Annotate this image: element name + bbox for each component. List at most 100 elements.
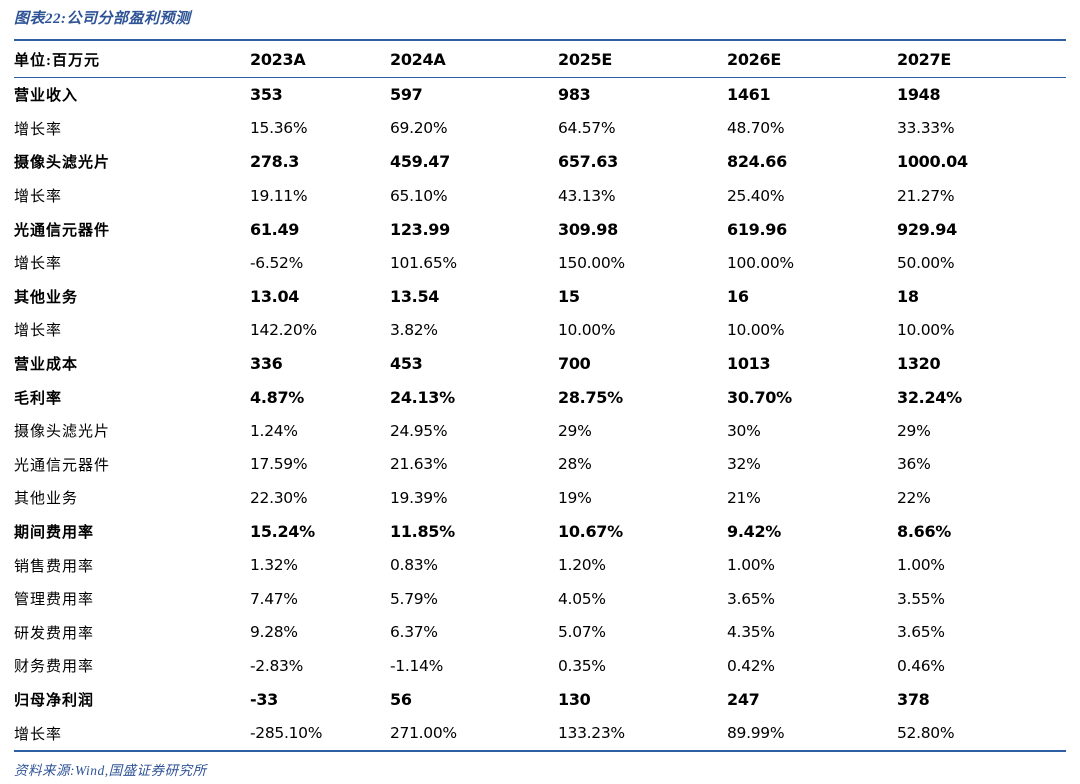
cell-value: 142.20% [250,320,317,339]
cell-value: 1.24% [250,421,298,440]
cell-value: 0.46% [897,656,945,675]
cell-value: 36% [897,455,931,474]
cell-value: 700 [558,354,591,374]
table-header-row: 单位:百万元 2023A 2024A 2025E 2026E 2027E [14,41,1066,78]
cell-value: 30% [727,421,761,440]
table-row: 摄像头滤光片 278.3 459.47 657.63 824.66 1000.0… [14,145,1066,179]
cell-value: 16 [727,286,749,306]
cell-value: 25.40% [727,186,785,205]
table-row: 摄像头滤光片 1.24% 24.95% 29% 30% 29% [14,414,1066,448]
cell-value: 32% [727,455,761,474]
row-label: 归母净利润 [14,692,95,709]
cell-value: 13.04 [250,286,300,306]
cell-value: 1320 [897,354,941,374]
row-label: 摄像头滤光片 [14,155,111,172]
row-label: 毛利率 [14,390,63,407]
column-header-2024a: 2024A [390,49,446,69]
cell-value: 3.55% [897,589,945,608]
cell-value: 101.65% [390,253,457,272]
cell-value: -1.14% [390,656,444,675]
cell-value: 22% [897,488,931,507]
cell-value: 378 [897,689,930,709]
cell-value: 64.57% [558,119,616,138]
cell-value: 28% [558,455,592,474]
cell-value: 30.70% [727,387,792,407]
cell-value: 10.00% [897,320,955,339]
table-row: 管理费用率 7.47% 5.79% 4.05% 3.65% 3.55% [14,582,1066,616]
cell-value: -6.52% [250,253,304,272]
cell-value: 69.20% [390,119,448,138]
cell-value: 15.24% [250,522,315,542]
cell-value: 13.54 [390,286,440,306]
row-label: 增长率 [14,323,63,340]
cell-value: 824.66 [727,152,787,172]
row-label: 管理费用率 [14,592,95,609]
row-label: 其他业务 [14,289,79,306]
cell-value: 21.27% [897,186,955,205]
row-label: 增长率 [14,189,63,206]
cell-value: 19.11% [250,186,308,205]
cell-value: 8.66% [897,522,952,542]
cell-value: 50.00% [897,253,955,272]
cell-value: -2.83% [250,656,304,675]
cell-value: 18 [897,286,919,306]
table-row: 增长率 -6.52% 101.65% 150.00% 100.00% 50.00… [14,246,1066,280]
row-label: 销售费用率 [14,558,95,575]
cell-value: 7.47% [250,589,298,608]
cell-value: 5.07% [558,623,606,642]
cell-value: 597 [390,85,423,105]
column-header-2026e: 2026E [727,49,781,69]
table-row: 光通信元器件 61.49 123.99 309.98 619.96 929.94 [14,212,1066,246]
cell-value: 5.79% [390,589,438,608]
table-row: 其他业务 13.04 13.54 15 16 18 [14,280,1066,314]
row-label: 其他业务 [14,491,79,508]
table-row: 财务费用率 -2.83% -1.14% 0.35% 0.42% 0.46% [14,649,1066,683]
cell-value: 278.3 [250,152,300,172]
cell-value: -285.10% [250,724,323,743]
cell-value: 32.24% [897,387,962,407]
cell-value: 150.00% [558,253,625,272]
cell-value: 0.35% [558,656,606,675]
unit-header: 单位:百万元 [14,52,100,69]
table-row: 销售费用率 1.32% 0.83% 1.20% 1.00% 1.00% [14,548,1066,582]
cell-value: 3.82% [390,320,438,339]
cell-value: 43.13% [558,186,616,205]
row-label: 营业收入 [14,88,79,105]
row-label: 增长率 [14,726,63,743]
cell-value: 983 [558,85,591,105]
cell-value: 271.00% [390,724,457,743]
cell-value: 22.30% [250,488,308,507]
row-label: 营业成本 [14,357,79,374]
row-label: 增长率 [14,256,63,273]
table-row: 研发费用率 9.28% 6.37% 5.07% 4.35% 3.65% [14,616,1066,650]
cell-value: 21.63% [390,455,448,474]
cell-value: 1461 [727,85,771,105]
row-label: 光通信元器件 [14,457,111,474]
source-note: 资料来源:Wind,国盛证券研究所 [14,762,207,778]
cell-value: 24.95% [390,421,448,440]
cell-value: 3.65% [897,623,945,642]
cell-value: 17.59% [250,455,308,474]
table-row: 增长率 -285.10% 271.00% 133.23% 89.99% 52.8… [14,716,1066,750]
cell-value: 11.85% [390,522,455,542]
cell-value: 657.63 [558,152,618,172]
cell-value: 4.05% [558,589,606,608]
cell-value: 133.23% [558,724,625,743]
cell-value: 1948 [897,85,941,105]
column-header-2027e: 2027E [897,49,951,69]
table-row: 增长率 15.36% 69.20% 64.57% 48.70% 33.33% [14,112,1066,146]
cell-value: 0.83% [390,556,438,575]
cell-value: 9.42% [727,522,782,542]
cell-value: 130 [558,689,591,709]
figure-title: 图表22:公司分部盈利预测 [14,11,191,27]
cell-value: 1000.04 [897,152,968,172]
cell-value: 1.20% [558,556,606,575]
cell-value: 89.99% [727,724,785,743]
cell-value: 19.39% [390,488,448,507]
row-label: 研发费用率 [14,625,95,642]
cell-value: 10.00% [558,320,616,339]
cell-value: 6.37% [390,623,438,642]
cell-value: 929.94 [897,219,957,239]
cell-value: 48.70% [727,119,785,138]
